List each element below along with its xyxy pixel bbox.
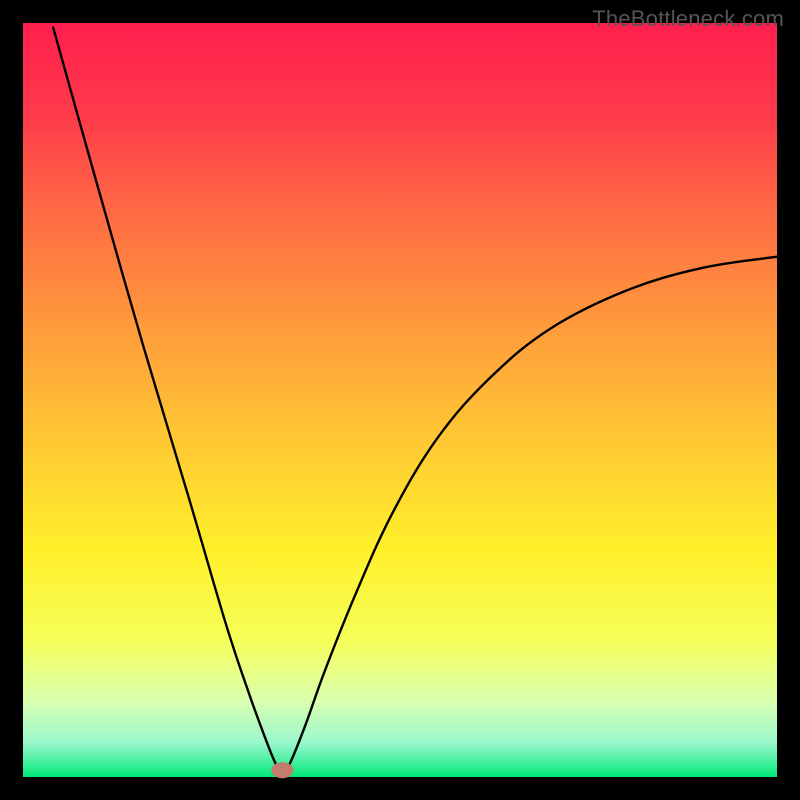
chart-frame: TheBottleneck.com — [0, 0, 800, 800]
minimum-marker — [271, 762, 293, 778]
watermark-text: TheBottleneck.com — [592, 6, 784, 32]
bottleneck-chart-svg — [0, 0, 800, 800]
plot-background — [23, 23, 777, 777]
